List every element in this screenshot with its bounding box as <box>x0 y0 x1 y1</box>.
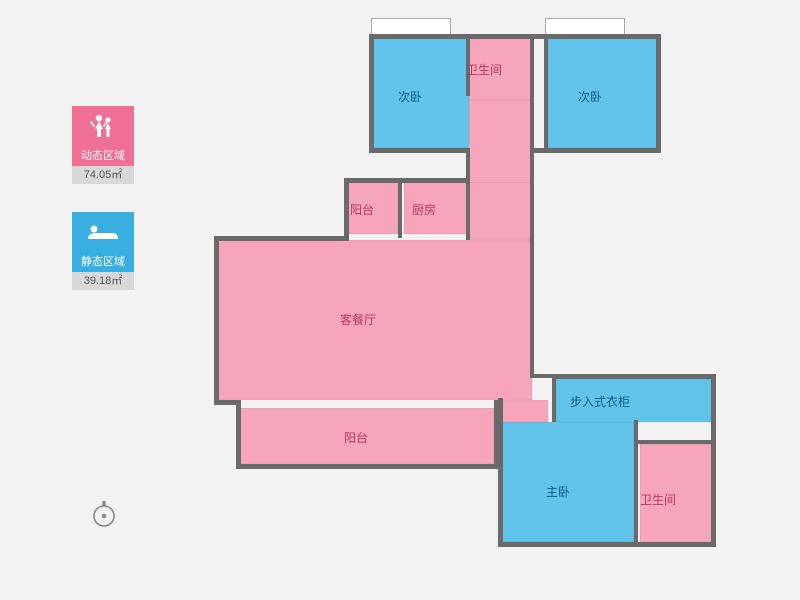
room-厨房 <box>404 182 469 234</box>
wall <box>369 34 661 39</box>
room-卫生间 <box>640 444 712 542</box>
wall <box>498 398 503 546</box>
wall <box>544 34 548 152</box>
room-corridor-1 <box>469 100 532 190</box>
legend-dynamic-label: 动态区域 <box>72 146 134 166</box>
compass-icon <box>90 500 118 528</box>
wall <box>530 34 534 152</box>
wall <box>656 34 661 152</box>
wall <box>344 178 349 238</box>
room-corridor-2 <box>469 182 532 240</box>
room-阳台 <box>348 182 398 234</box>
legend: 动态区域 74.05㎡ 静态区域 39.18㎡ <box>72 106 134 318</box>
legend-static-value: 39.18㎡ <box>72 272 134 290</box>
wall <box>530 374 556 378</box>
wall <box>534 148 661 153</box>
room-阳台 <box>240 408 494 464</box>
sleep-icon <box>72 212 134 252</box>
wall <box>466 34 470 96</box>
wall <box>369 34 374 152</box>
legend-dynamic-value: 74.05㎡ <box>72 166 134 184</box>
wall <box>498 542 716 547</box>
room-客餐厅 <box>218 240 532 400</box>
wall <box>466 148 470 240</box>
wall <box>214 236 349 241</box>
legend-dynamic: 动态区域 74.05㎡ <box>72 106 134 184</box>
wall <box>236 400 241 468</box>
room-卫生间 <box>469 38 532 100</box>
wall <box>552 374 716 379</box>
legend-static-label: 静态区域 <box>72 252 134 272</box>
wall <box>634 420 638 542</box>
room-entry <box>502 400 548 422</box>
wall <box>552 374 556 422</box>
wall <box>214 236 219 404</box>
wall <box>634 440 714 444</box>
wall <box>711 374 716 546</box>
wall <box>236 464 498 469</box>
wall <box>344 178 470 183</box>
wall <box>398 178 402 238</box>
room-次卧 <box>373 38 469 148</box>
wall <box>214 400 238 405</box>
room-步入式衣柜 <box>556 378 712 422</box>
legend-static: 静态区域 39.18㎡ <box>72 212 134 290</box>
room-主卧 <box>502 422 634 542</box>
wall <box>530 148 534 376</box>
room-次卧 <box>548 38 658 148</box>
wall <box>369 148 467 153</box>
people-icon <box>72 106 134 146</box>
